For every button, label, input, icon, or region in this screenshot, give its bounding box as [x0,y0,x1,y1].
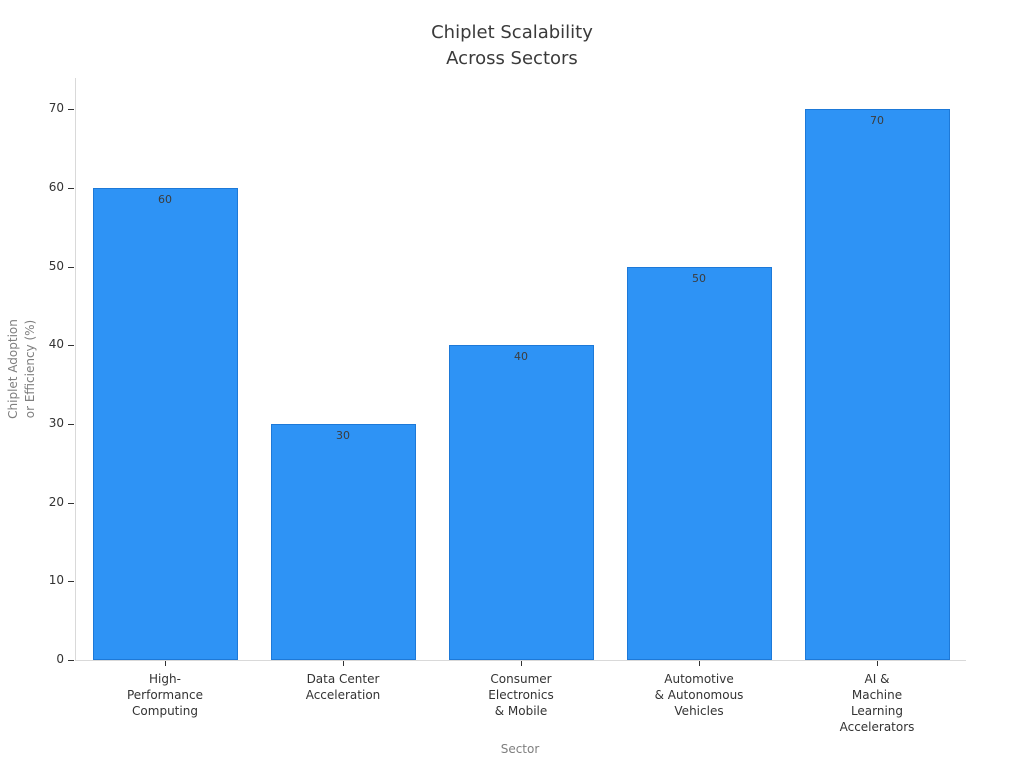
x-category-label: AI & Machine Learning Accelerators [839,672,915,734]
bar: 70 [804,109,950,660]
y-tick-mark [68,502,74,504]
y-tick-mark [68,660,74,661]
y-axis-title: Chiplet Adoption or Efficiency (%) [6,319,37,419]
y-tick-label: 70 [48,101,64,116]
y-tick-label: 60 [48,180,64,195]
y-tick-mark [68,188,74,190]
x-tick-mark [165,661,166,666]
x-tick-mark [521,661,522,666]
bar: 60 [92,188,238,660]
y-tick-label: 50 [48,258,64,273]
bar: 40 [448,345,594,660]
y-tick-label: 0 [56,652,64,666]
chart-title: Chiplet Scalability Across Sectors [431,22,593,69]
y-tick-mark [68,424,74,426]
x-tick-mark [699,661,700,666]
y-tick-label: 10 [48,573,64,588]
y-tick-mark [68,345,74,347]
x-category-label: High- Performance Computing [126,672,204,718]
x-tick-mark [343,661,344,666]
x-category-label: Automotive & Autonomous Vehicles [654,672,744,718]
y-tick-label: 40 [48,337,64,352]
y-tick-mark [68,266,74,268]
bar: 30 [270,424,416,660]
bar-value-label: 40 [514,350,528,364]
bar-value-label: 50 [692,271,706,285]
y-tick-mark [68,109,74,111]
x-category-label: Consumer Electronics & Mobile [488,672,554,718]
y-tick-label: 20 [48,494,64,509]
bar-value-label: 60 [158,193,172,207]
y-tick-mark [68,581,74,583]
bar-value-label: 30 [336,429,350,443]
x-axis-title: Sector [500,742,540,756]
x-category-label: Data Center Acceleration [305,672,381,702]
bar: 50 [626,266,772,660]
x-tick-mark [877,661,878,666]
y-tick-label: 30 [48,416,64,431]
plot-area: 0 10 20 30 40 50 60 70 60 High- Performance Compu… [49,78,966,734]
bar-value-label: 70 [870,114,884,128]
